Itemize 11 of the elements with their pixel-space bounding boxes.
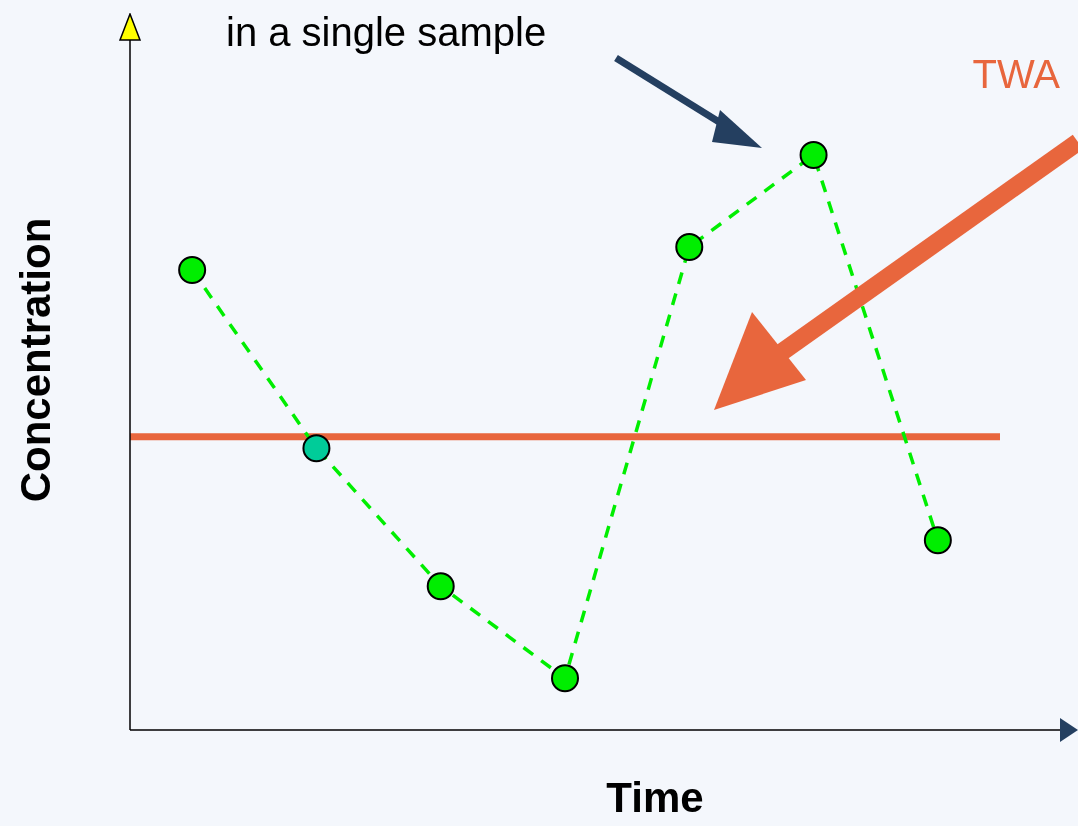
text: TWA [972,52,1061,96]
point [426,572,455,601]
point [675,233,704,261]
point [302,434,331,463]
y-axis-title: Concentration [11,217,59,503]
point [923,526,952,555]
point [551,664,579,693]
point [799,141,828,169]
x-axis-title: Time [606,773,704,821]
point [178,256,207,284]
text: in a single sample [226,10,547,54]
